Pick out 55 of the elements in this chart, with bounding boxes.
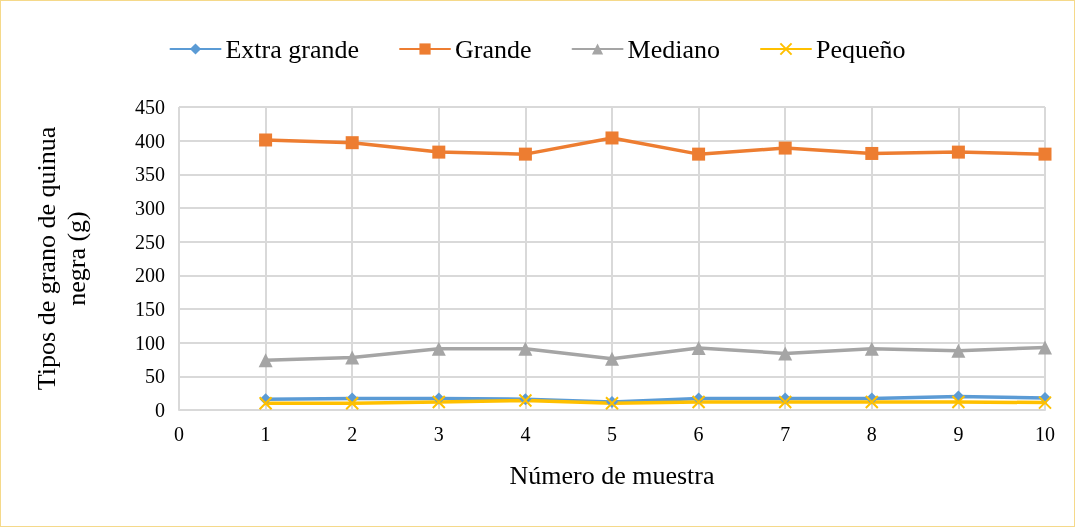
point [951, 145, 965, 159]
point [1038, 147, 1052, 161]
y-tick-label: 250 [135, 230, 165, 253]
legend-label: Grande [455, 34, 532, 64]
x-tick-label: 7 [780, 423, 791, 445]
point [605, 131, 619, 145]
point [778, 394, 793, 409]
point [432, 145, 446, 159]
point [691, 341, 706, 356]
x-tick-label: 10 [1035, 423, 1055, 445]
point [778, 346, 793, 361]
x-tick-label: 2 [347, 423, 358, 445]
y-tick-label: 300 [135, 197, 165, 219]
y-tick-label: 0 [155, 399, 165, 421]
point [864, 394, 879, 409]
y-tick-label: 400 [135, 129, 165, 152]
x-tick-label: 3 [433, 423, 444, 445]
point [865, 146, 879, 160]
point [951, 343, 966, 358]
point [259, 133, 273, 147]
point [1038, 340, 1052, 355]
legend-label: Extra grande [225, 34, 360, 64]
point [692, 147, 706, 161]
point [778, 141, 792, 155]
x-tick-label: 8 [866, 423, 877, 445]
x-tick-label: 9 [953, 423, 964, 445]
y-tick-label: 50 [145, 365, 165, 388]
point [605, 351, 619, 366]
point [518, 147, 532, 161]
point [1038, 395, 1052, 410]
y-tick-label: 100 [135, 331, 165, 354]
y-tick-label: 450 [135, 96, 165, 118]
legend-label: Mediano [627, 34, 720, 64]
point [345, 136, 359, 150]
point [864, 341, 879, 356]
point [345, 350, 360, 365]
y-tick-label: 150 [135, 298, 165, 320]
x-tick-label: 1 [260, 423, 271, 445]
y-tick-label: 350 [135, 163, 165, 186]
point [431, 341, 446, 356]
x-axis-title: Número de muestra [509, 460, 715, 490]
x-tick-label: 5 [607, 423, 617, 445]
point [258, 396, 273, 411]
x-tick-label: 6 [693, 423, 704, 445]
point [258, 353, 273, 368]
point [951, 394, 966, 409]
x-tick-label: 0 [174, 423, 184, 445]
y-axis-title: Tipos de grano de quinua negra (g) [31, 126, 91, 391]
y-tick-label: 200 [135, 264, 165, 287]
point [691, 394, 706, 409]
point [518, 341, 533, 356]
point [345, 396, 360, 411]
x-tick-label: 4 [520, 423, 531, 445]
point [431, 394, 446, 409]
legend-label: Pequeño [815, 34, 906, 64]
